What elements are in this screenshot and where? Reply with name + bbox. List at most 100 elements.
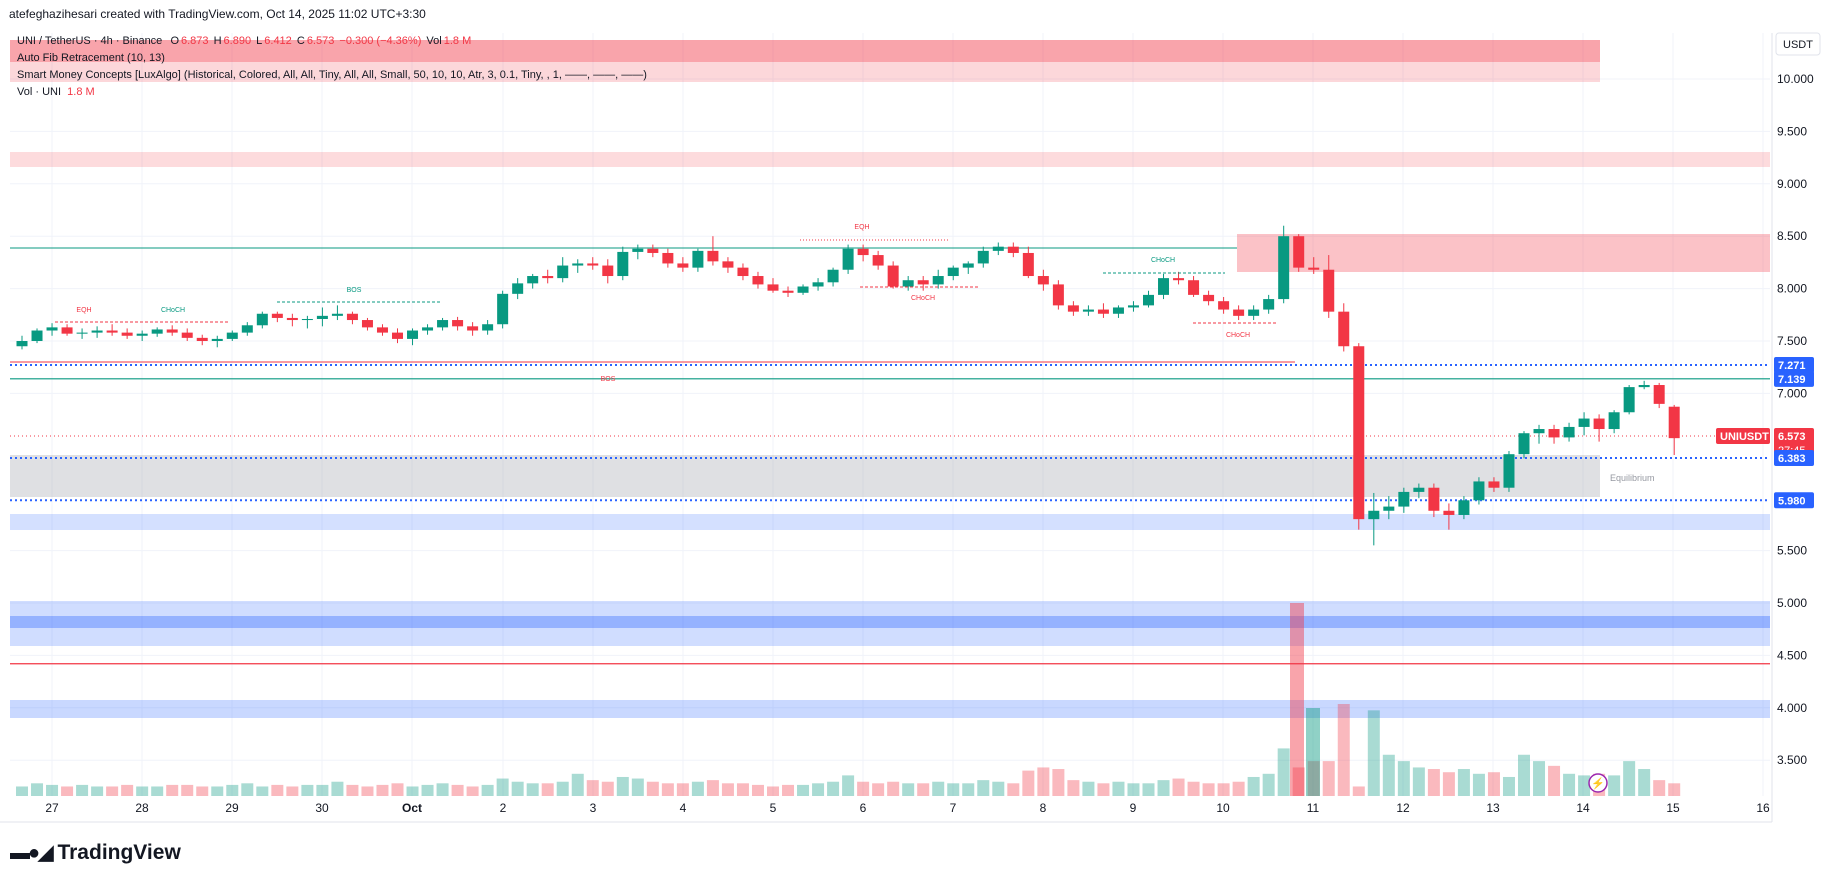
volume-legend-label: Vol · UNI bbox=[17, 86, 62, 98]
volume-bar bbox=[932, 781, 945, 796]
candle-body bbox=[361, 320, 373, 328]
x-tick-label: 13 bbox=[1486, 801, 1500, 815]
candle-body bbox=[707, 250, 719, 262]
order-block-bear bbox=[1237, 234, 1770, 272]
candle-body bbox=[91, 330, 103, 333]
smc-label-choch2: CHoCH bbox=[911, 295, 935, 302]
candle-body bbox=[1473, 481, 1485, 501]
y-tick-label: 8.000 bbox=[1777, 282, 1807, 296]
tradingview-brand: TradingView bbox=[57, 840, 181, 864]
volume-bar bbox=[571, 773, 584, 796]
candle-body bbox=[1638, 385, 1650, 388]
volume-bar bbox=[181, 784, 194, 796]
candle-body bbox=[1503, 454, 1515, 488]
volume-bar bbox=[661, 783, 674, 796]
candle-body bbox=[1653, 385, 1665, 404]
candle-body bbox=[1593, 418, 1605, 430]
candle-body bbox=[1203, 294, 1215, 302]
y-tick-label: 5.000 bbox=[1777, 596, 1807, 610]
symbol-legend[interactable]: UNI / TetherUS · 4h · Binance O 6.873 H 6.… bbox=[17, 35, 473, 47]
x-tick-label: 14 bbox=[1576, 801, 1590, 815]
volume-bar bbox=[1322, 761, 1335, 796]
volume-bar bbox=[1187, 781, 1200, 796]
volume-bar bbox=[1232, 781, 1245, 796]
volume-bar bbox=[46, 784, 59, 796]
volume-bar bbox=[526, 783, 539, 796]
fib-indicator-legend[interactable]: Auto Fib Retracement (10, 13) bbox=[17, 52, 165, 64]
volume-bar bbox=[1548, 765, 1561, 796]
volume-bar bbox=[1653, 780, 1666, 796]
volume-bar bbox=[1487, 772, 1500, 796]
candle-body bbox=[1037, 276, 1049, 285]
candle-body bbox=[376, 327, 388, 333]
tradingview-logo[interactable]: ▬●◢ TradingView bbox=[10, 840, 181, 865]
candle-body bbox=[902, 280, 914, 287]
candle-body bbox=[767, 284, 779, 291]
x-tick-label: 29 bbox=[225, 801, 239, 815]
volume-bar bbox=[556, 781, 569, 796]
volume-bar bbox=[691, 781, 704, 796]
y-tick-label: 10.000 bbox=[1777, 72, 1814, 86]
candle-body bbox=[1443, 510, 1455, 515]
x-tick-label: 27 bbox=[45, 801, 59, 815]
candle-body bbox=[1323, 269, 1335, 312]
x-tick-label: 15 bbox=[1666, 801, 1680, 815]
change-value: −0.300 (−4.36%) bbox=[339, 35, 422, 47]
candle-body bbox=[136, 333, 148, 336]
volume-bar bbox=[1457, 769, 1470, 796]
candle-body bbox=[1488, 481, 1500, 488]
volume-bar bbox=[151, 786, 164, 796]
candle-body bbox=[617, 251, 629, 277]
candle-body bbox=[301, 318, 313, 321]
close-value: 6.573 bbox=[306, 35, 335, 47]
candle-body bbox=[1608, 412, 1620, 430]
candle-body bbox=[61, 327, 73, 334]
equilibrium-label: Equilibrium bbox=[1610, 473, 1655, 483]
candle-body bbox=[1173, 278, 1185, 281]
volume-bar bbox=[1502, 776, 1515, 796]
candle-body bbox=[1548, 429, 1560, 438]
volume-bar bbox=[1472, 773, 1485, 796]
volume-bar bbox=[782, 784, 795, 796]
volume-bar bbox=[316, 784, 329, 796]
smc-indicator-legend[interactable]: Smart Money Concepts [LuxAlgo] (Historic… bbox=[17, 69, 647, 81]
volume-bar bbox=[346, 784, 359, 796]
currency-box bbox=[1775, 32, 1821, 56]
volume-bar bbox=[211, 786, 224, 796]
volume-bar bbox=[1277, 748, 1290, 796]
candle-body bbox=[1052, 284, 1064, 306]
volume-bar bbox=[361, 786, 374, 796]
volume-bar bbox=[631, 778, 644, 796]
symbol-badge: UNIUSDT bbox=[1720, 431, 1769, 443]
candle-body bbox=[46, 327, 58, 331]
candle-body bbox=[271, 313, 283, 318]
volume-bar bbox=[31, 783, 44, 796]
volume-bar bbox=[676, 783, 689, 796]
badge-7139-bg bbox=[1774, 370, 1814, 387]
smc-label-bos1: BOS bbox=[347, 287, 362, 294]
candle-body bbox=[797, 286, 809, 293]
high-label: H bbox=[213, 35, 222, 47]
y-tick-label: 4.500 bbox=[1777, 648, 1807, 662]
candle-body bbox=[452, 320, 464, 327]
candle-body bbox=[1428, 487, 1440, 511]
candle-body bbox=[16, 341, 28, 347]
candle-body bbox=[1143, 294, 1154, 306]
volume-bar bbox=[1052, 769, 1065, 796]
volume-bar bbox=[256, 786, 269, 796]
volume-bar bbox=[511, 781, 524, 796]
volume-bar bbox=[857, 781, 870, 796]
volume-legend[interactable]: Vol · UNI 1.8 M bbox=[17, 86, 95, 98]
volume-bar bbox=[767, 786, 779, 796]
candle-body bbox=[1188, 280, 1200, 295]
volume-bar bbox=[1533, 761, 1546, 796]
candle-body bbox=[827, 269, 839, 283]
candle-body bbox=[1368, 510, 1380, 520]
volume-bar bbox=[301, 784, 314, 796]
open-value: 6.873 bbox=[181, 35, 209, 47]
volume-bar bbox=[1067, 780, 1080, 796]
candle-body bbox=[422, 327, 434, 331]
badge-7139: 7.139 bbox=[1778, 374, 1806, 386]
candle-body bbox=[482, 324, 494, 331]
